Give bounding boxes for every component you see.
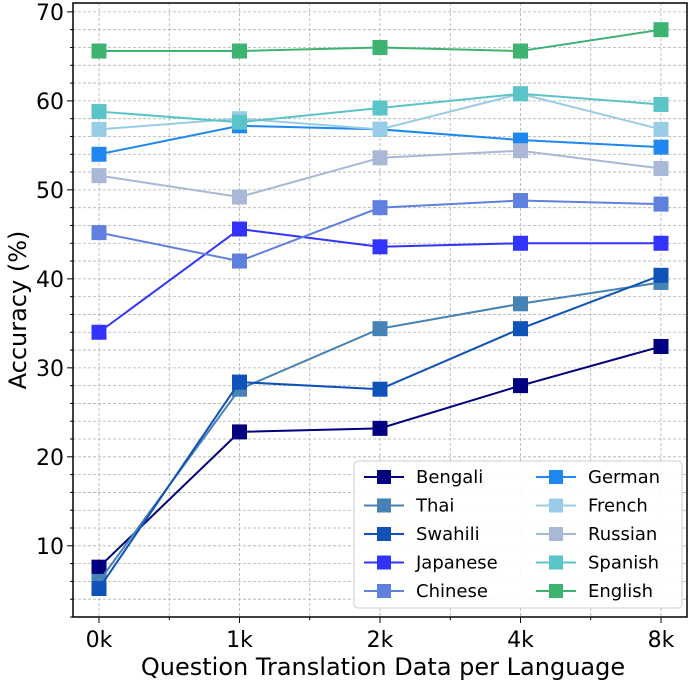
legend-marker — [377, 527, 391, 541]
x-tick-label: 1k — [226, 628, 253, 653]
legend-box — [353, 460, 683, 609]
x-tick-label: 8k — [648, 628, 675, 653]
series-layer — [91, 22, 669, 597]
y-axis-label: Accuracy (%) — [4, 231, 32, 390]
x-tick-label: 4k — [507, 628, 534, 653]
data-point — [513, 193, 528, 209]
data-point — [653, 235, 669, 251]
data-point — [372, 39, 388, 55]
data-point — [653, 139, 669, 155]
data-point — [372, 239, 388, 255]
y-tick-label: 40 — [36, 268, 64, 293]
y-tick-label: 30 — [36, 357, 64, 382]
legend-marker — [549, 527, 563, 541]
data-point — [653, 338, 669, 354]
legend-marker — [549, 584, 563, 598]
data-point — [232, 374, 247, 390]
data-point — [653, 22, 669, 38]
y-tick-label: 60 — [36, 90, 64, 115]
data-point — [91, 43, 107, 59]
data-point — [513, 86, 528, 102]
data-point — [372, 150, 388, 166]
data-point — [513, 296, 528, 312]
data-point — [91, 581, 107, 597]
y-tick-label: 50 — [36, 179, 64, 204]
data-point — [91, 121, 107, 137]
data-point — [232, 253, 247, 269]
data-point — [513, 321, 528, 337]
data-point — [232, 43, 247, 59]
legend-label: Thai — [415, 496, 454, 517]
legend-entry: Chinese — [364, 581, 488, 602]
x-axis-label: Question Translation Data per Language — [141, 653, 625, 681]
data-point — [91, 146, 107, 162]
data-point — [653, 196, 669, 212]
data-point — [372, 100, 388, 116]
series-swahili — [91, 267, 669, 597]
data-point — [513, 235, 528, 251]
data-point — [372, 321, 388, 337]
data-point — [91, 559, 107, 575]
data-point — [232, 189, 247, 205]
legend-entry: Swahili — [364, 524, 480, 545]
legend-label: French — [588, 496, 648, 517]
legend-marker — [549, 498, 563, 513]
data-point — [653, 96, 669, 112]
legend-label: Spanish — [588, 553, 659, 574]
data-point — [91, 324, 107, 340]
data-point — [91, 225, 107, 241]
series-spanish — [91, 86, 669, 130]
axis-ticks: 10 20 30 40 50 60 70 0k 1k 2k 4k 8k — [36, 1, 675, 653]
data-point — [372, 381, 388, 397]
data-point — [91, 104, 107, 120]
legend-label: Russian — [588, 524, 657, 545]
data-point — [513, 43, 528, 59]
legend-entry: English — [536, 581, 653, 602]
data-point — [513, 378, 528, 394]
legend-marker — [377, 555, 391, 570]
legend-marker — [549, 555, 563, 570]
data-point — [653, 161, 669, 177]
series-russian — [91, 143, 669, 205]
x-tick-label: 2k — [367, 628, 394, 653]
data-point — [653, 121, 669, 137]
data-point — [372, 121, 388, 137]
legend: Bengali Thai Swahili Japanese Chinese German F… — [353, 460, 683, 609]
legend-marker — [377, 498, 391, 513]
data-point — [653, 267, 669, 283]
legend-label: Japanese — [415, 553, 498, 574]
data-point — [232, 114, 247, 130]
series-japanese — [91, 221, 669, 340]
data-point — [232, 424, 247, 440]
legend-label: Bengali — [416, 467, 483, 488]
data-point — [372, 200, 388, 216]
legend-marker — [549, 470, 563, 484]
y-tick-label: 70 — [36, 1, 64, 26]
series-chinese — [91, 193, 669, 269]
legend-label: German — [588, 467, 660, 488]
legend-marker — [377, 470, 391, 484]
legend-entry: French — [536, 496, 648, 517]
x-tick-label: 0k — [86, 628, 113, 653]
series-english — [91, 22, 669, 59]
legend-label: Chinese — [416, 581, 488, 602]
data-point — [513, 143, 528, 159]
y-tick-label: 10 — [36, 535, 64, 560]
legend-entry: German — [536, 467, 660, 488]
legend-entry: Bengali — [364, 467, 483, 488]
series-bengali — [91, 338, 669, 575]
legend-entry: Spanish — [536, 553, 659, 574]
y-tick-label: 20 — [36, 446, 64, 471]
legend-marker — [377, 584, 391, 598]
legend-label: English — [588, 581, 653, 602]
legend-entry: Japanese — [364, 553, 498, 574]
data-point — [91, 168, 107, 184]
legend-entry: Russian — [536, 524, 657, 545]
legend-label: Swahili — [416, 524, 480, 545]
data-point — [232, 221, 247, 237]
data-point — [372, 420, 388, 436]
legend-entry: Thai — [364, 496, 454, 517]
